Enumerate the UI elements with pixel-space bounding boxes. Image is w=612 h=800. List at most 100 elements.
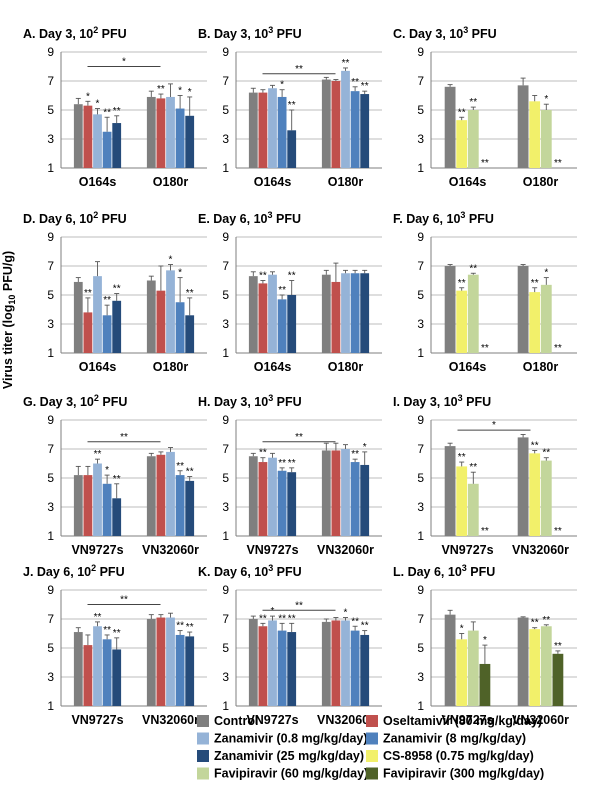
legend-item: Control [197, 714, 258, 728]
significance-label: ** [103, 625, 111, 636]
bar [444, 266, 456, 353]
significance-label: ** [259, 448, 267, 459]
significance-label: ** [554, 641, 562, 652]
bar [331, 81, 341, 168]
y-tick-label: 7 [47, 259, 54, 273]
bar [146, 280, 156, 353]
significance-label: ** [288, 458, 296, 469]
significance-label: ** [531, 278, 539, 289]
significance-label: ** [157, 84, 165, 95]
y-tick-label: 1 [222, 529, 229, 543]
legend-swatch [197, 732, 209, 745]
category-label: VN9727s [246, 543, 298, 557]
category-label: O180r [153, 360, 189, 374]
panel-title: G. Day 3, 102 PFU [23, 393, 127, 409]
y-tick-label: 1 [222, 699, 229, 713]
bar [540, 460, 552, 536]
bar [166, 617, 175, 706]
bar [102, 131, 112, 168]
panel-title: K. Day 6, 103 PFU [198, 563, 302, 579]
significance-label: ** [554, 526, 562, 537]
bar [73, 475, 83, 536]
bar [102, 483, 112, 536]
significance-label: ** [481, 343, 489, 354]
y-tick-label: 9 [417, 45, 424, 59]
bar [331, 620, 341, 706]
category-label: O180r [328, 360, 364, 374]
category-label: VN9727s [71, 543, 123, 557]
legend: Control Oseltamivir (80 mg/kg/day) Zanamiv… [197, 714, 544, 781]
significance-label: * [280, 80, 284, 91]
bar [93, 276, 102, 353]
bar [552, 653, 564, 706]
significance-label: * [105, 465, 109, 476]
category-label: VN9727s [441, 713, 493, 727]
bar [331, 450, 341, 536]
y-tick-label: 5 [47, 103, 54, 117]
bar [73, 104, 83, 168]
significance-label: * [96, 99, 100, 110]
panel-title: F. Day 6, 103 PFU [393, 210, 494, 226]
y-tick-label: 9 [47, 583, 54, 597]
bar [360, 273, 370, 353]
category-label: O164s [79, 175, 117, 189]
bracket-label: * [122, 57, 126, 68]
y-tick-label: 7 [47, 74, 54, 88]
category-label: VN32060r [512, 713, 569, 727]
bar [156, 454, 166, 536]
y-tick-label: 1 [417, 161, 424, 175]
bar [175, 634, 185, 706]
significance-label: ** [458, 107, 466, 118]
category-label: O164s [254, 360, 292, 374]
bar [341, 273, 350, 353]
category-label: VN9727s [246, 713, 298, 727]
panel-title: C. Day 3, 103 PFU [393, 25, 497, 41]
y-tick-label: 3 [222, 500, 229, 514]
bar [360, 94, 370, 168]
bar [146, 619, 156, 706]
bar [156, 290, 166, 353]
y-tick-label: 3 [47, 132, 54, 146]
category-label: VN32060r [317, 713, 374, 727]
bar [102, 315, 112, 353]
panel-title: A. Day 3, 102 PFU [23, 25, 127, 41]
panel-title: H. Day 3, 103 PFU [198, 393, 302, 409]
bar [156, 617, 166, 706]
y-tick-label: 5 [417, 103, 424, 117]
bar [258, 626, 268, 706]
panel-C: C. Day 3, 103 PFU13579******O164s***O180… [393, 25, 577, 189]
significance-label: ** [278, 613, 286, 624]
panel-title: I. Day 3, 103 PFU [393, 393, 491, 409]
bar [185, 636, 195, 706]
y-tick-label: 7 [222, 74, 229, 88]
y-tick-label: 7 [47, 442, 54, 456]
significance-label: * [544, 94, 548, 105]
y-tick-label: 3 [222, 132, 229, 146]
y-tick-label: 3 [417, 317, 424, 331]
legend-item: Favipiravir (60 mg/kg/day) [197, 767, 368, 781]
y-tick-label: 9 [417, 413, 424, 427]
y-tick-label: 7 [417, 74, 424, 88]
bar [175, 302, 185, 353]
significance-label: ** [542, 448, 550, 459]
y-tick-label: 5 [417, 641, 424, 655]
bar [83, 645, 93, 706]
bar [248, 276, 258, 353]
category-label: O164s [449, 360, 487, 374]
bar [258, 283, 268, 353]
significance-label: ** [259, 613, 267, 624]
bar [112, 649, 122, 706]
significance-label: ** [113, 628, 121, 639]
bar [258, 462, 268, 536]
legend-label: CS-8958 (0.75 mg/kg/day) [383, 749, 534, 763]
category-label: VN32060r [142, 713, 199, 727]
bar [456, 290, 468, 353]
bar [341, 70, 350, 168]
legend-swatch [366, 715, 378, 727]
y-tick-label: 9 [222, 413, 229, 427]
bracket-label: * [492, 420, 496, 431]
